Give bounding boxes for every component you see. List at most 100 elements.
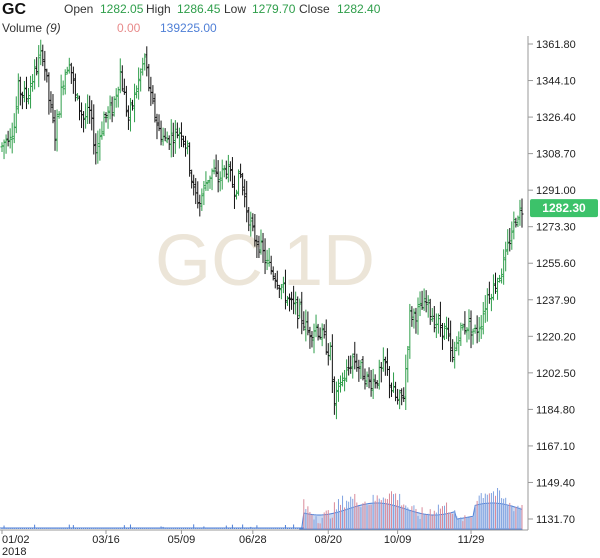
ohlc-bar: [241, 172, 245, 196]
ohlc-bar: [463, 311, 467, 335]
ohlc-bar: [226, 154, 230, 183]
ohlc-bar: [471, 328, 475, 345]
ohlc-bar: [159, 120, 163, 146]
ohlc-bar: [432, 305, 436, 333]
ohlc-bar: [24, 76, 28, 110]
ohlc-bar: [328, 342, 332, 361]
volume-label: Volume: [2, 21, 42, 35]
ohlc-bar: [475, 315, 479, 344]
ohlc-bar: [469, 310, 473, 349]
volume-histogram: [0, 487, 523, 530]
ohlc-bar: [292, 285, 296, 315]
ohlc-bar: [434, 313, 438, 339]
ohlc-bar: [222, 165, 226, 178]
ohlc-bar: [224, 160, 228, 180]
ohlc-bar: [316, 323, 320, 341]
ohlc-bar: [387, 366, 391, 399]
ohlc-bar: [141, 57, 145, 76]
ohlc-bar: [271, 266, 275, 281]
ohlc-bar: [200, 188, 204, 211]
ohlc-bar: [8, 128, 12, 149]
ohlc-bar: [371, 368, 375, 399]
y-tick-label: 1291.00: [536, 185, 576, 197]
ohlc-bar: [181, 135, 185, 148]
ohlc-bar: [80, 102, 84, 129]
ohlc-bar: [473, 324, 477, 334]
ohlc-bar: [457, 331, 461, 356]
x-tick-label: 11/29: [458, 534, 485, 546]
ohlc-bar: [243, 179, 247, 208]
ohlc-bar: [302, 311, 306, 331]
ohlc-bar: [383, 356, 387, 376]
y-tick-label: 1184.80: [536, 404, 575, 416]
ohlc-bar: [351, 353, 355, 379]
low-value: 1279.70: [252, 2, 296, 16]
ohlc-bar: [2, 139, 6, 160]
ohlc-bar: [479, 315, 483, 339]
ohlc-bar: [14, 96, 18, 134]
y-tick-label: 1131.70: [536, 514, 575, 526]
ohlc-bar: [514, 217, 518, 228]
ohlc-bar: [175, 122, 179, 139]
ohlc-bar: [259, 229, 263, 255]
ohlc-bar: [330, 334, 334, 394]
low-label: Low: [224, 2, 246, 16]
ohlc-bar: [96, 130, 100, 164]
y-tick-label: 1326.40: [536, 112, 576, 124]
ohlc-bar: [22, 80, 26, 103]
ohlc-bar: [487, 281, 491, 304]
ohlc-bar: [69, 62, 73, 84]
ohlc-bar: [110, 96, 114, 123]
ohlc-bar: [253, 213, 257, 247]
ohlc-bar: [265, 249, 269, 271]
ohlc-bar: [235, 189, 239, 200]
high-label: High: [146, 2, 171, 16]
ohlc-bar: [465, 327, 469, 343]
ohlc-bar: [288, 293, 292, 312]
last-price-value: 1282.30: [542, 201, 586, 215]
ohlc-bar: [367, 367, 371, 389]
ohlc-bar: [332, 376, 336, 415]
ohlc-bar: [314, 314, 318, 338]
y-tick-label: 1202.50: [536, 368, 576, 380]
ohlc-bar: [218, 171, 222, 192]
ohlc-bar: [90, 100, 94, 131]
ohlc-bar: [186, 140, 190, 155]
ohlc-bar: [128, 98, 132, 132]
ohlc-bar: [173, 120, 177, 154]
ohlc-bar: [294, 291, 298, 315]
ohlc-bar: [347, 355, 351, 376]
ohlc-bar: [355, 353, 359, 372]
ohlc-bar: [326, 343, 330, 366]
x-tick-label: 08/20: [315, 534, 343, 546]
ohlc-bar: [31, 74, 35, 92]
ohlc-bar: [135, 85, 139, 99]
ohlc-bar: [477, 317, 481, 342]
ohlc-bar: [118, 58, 122, 94]
ohlc-bar: [506, 229, 510, 255]
y-tick-label: 1273.30: [536, 222, 576, 234]
ohlc-bar: [255, 235, 259, 259]
y-tick-label: 1220.20: [536, 331, 576, 343]
ohlc-bar: [192, 174, 196, 196]
ohlc-bar: [518, 199, 522, 226]
volume-value: 0.00: [117, 21, 141, 35]
symbol-label: GC: [2, 1, 26, 18]
ohlc-bar: [65, 66, 69, 75]
open-value: 1282.05: [100, 2, 144, 16]
ohlc-bar: [86, 94, 90, 125]
ohlc-bar: [104, 112, 108, 123]
ohlc-bar: [139, 68, 143, 92]
ohlc-bar: [184, 135, 188, 157]
ohlc-bar: [336, 378, 340, 402]
ohlc-bar: [133, 83, 137, 123]
ohlc-bar: [171, 122, 175, 158]
ohlc-bar: [385, 348, 389, 376]
ohlc-bar: [49, 91, 53, 113]
ohlc-bar: [0, 142, 4, 152]
ohlc-bar: [483, 295, 487, 323]
ohlc-bar: [190, 169, 194, 189]
volume-param: (9): [46, 21, 61, 35]
close-label: Close: [299, 2, 330, 16]
